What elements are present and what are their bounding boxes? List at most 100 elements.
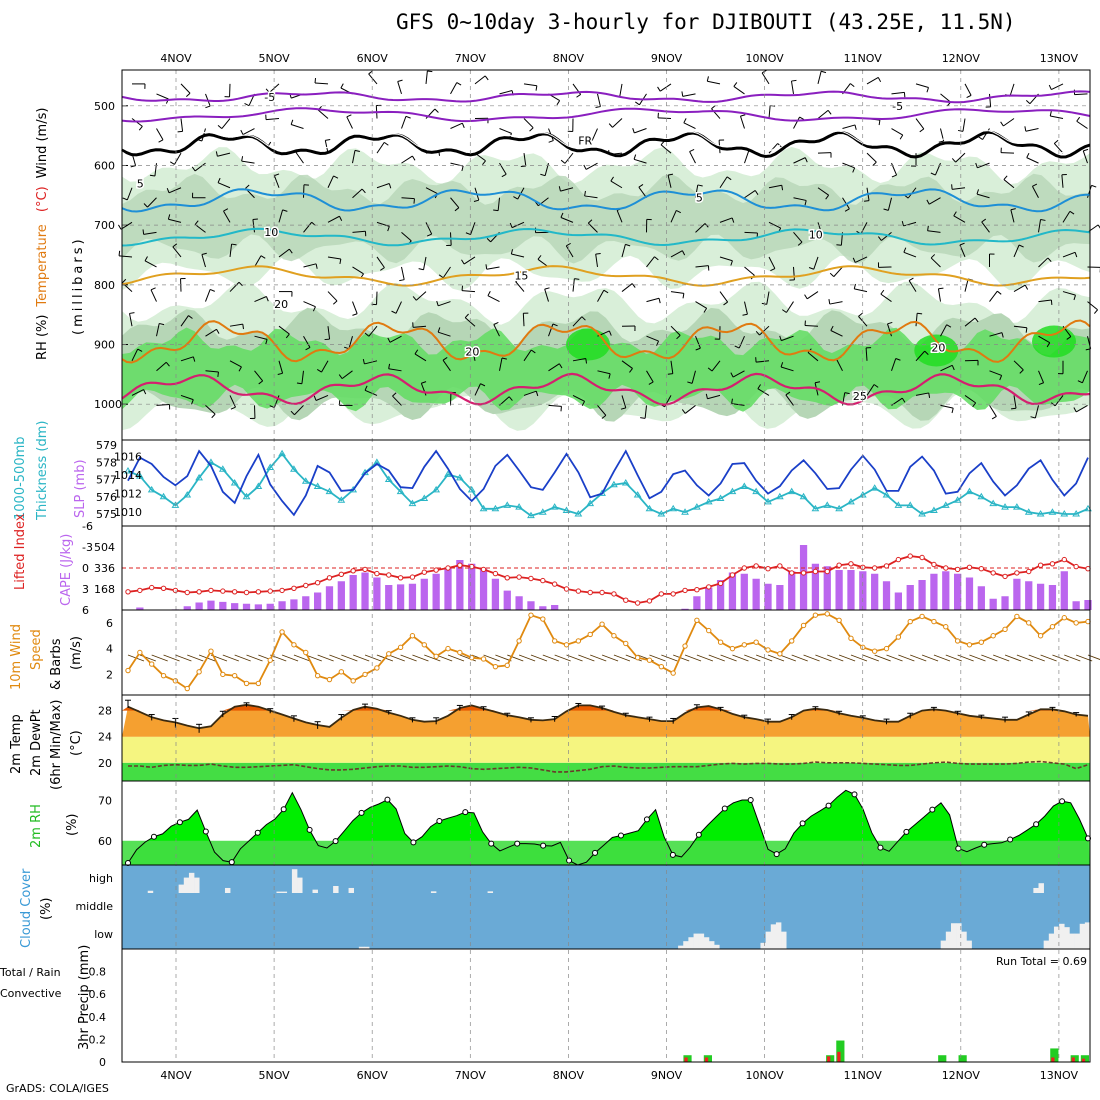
wind-barb [836, 358, 843, 372]
wind-barb [744, 301, 748, 315]
wind-barb [352, 150, 356, 164]
wind10m-speed-series-point [386, 651, 392, 657]
lifted-index-series-point [1049, 561, 1056, 567]
x-label-top: 11NOV [844, 52, 883, 65]
isotherm-label: 25 [853, 390, 867, 403]
cloud-cell-low [765, 931, 772, 949]
thickness-series-point [135, 472, 144, 479]
wind-barb [689, 151, 696, 164]
wind-barb [1061, 174, 1064, 188]
wind-barb [180, 315, 189, 327]
rh2m-point [799, 820, 806, 827]
wind-barb-flag [530, 349, 536, 354]
wind-barb-flag [122, 197, 128, 201]
wind-barb [1053, 143, 1064, 154]
cape-bar [799, 545, 808, 610]
wind-barb-flag [928, 392, 931, 398]
wind-barb [670, 360, 674, 374]
lifted-index-series-point [1026, 568, 1032, 575]
wind-barb [829, 301, 843, 305]
wind-barb-flag [354, 149, 360, 152]
wind-barb [425, 187, 438, 195]
wind-barb-flag [118, 250, 121, 256]
wind-barb [1013, 395, 1017, 409]
isotherm-label: -5 [264, 91, 275, 104]
rh2m-point [695, 831, 702, 838]
t2m-series-line [127, 703, 1089, 730]
wind-barb [891, 91, 905, 95]
wind-barb [1025, 128, 1039, 132]
wind10m-axis-title-3: & Barbs [49, 638, 64, 690]
thickness-series-point [562, 506, 571, 514]
lifted-index-series-point [812, 568, 819, 575]
lifted-index-series-point [196, 589, 202, 595]
rh-core-1 [1031, 325, 1076, 358]
wind-barb [376, 256, 385, 268]
wind-barb-flag [485, 264, 488, 270]
wind-barb-flag [581, 401, 586, 406]
thickness-tick-label: 575 [96, 508, 117, 521]
wind-barb [180, 83, 191, 94]
wind-barb-flag [828, 299, 831, 305]
wind-barb-flag [827, 110, 832, 115]
wind-barb-flag [192, 356, 196, 362]
wind-barb [221, 118, 231, 129]
wind-barb [303, 301, 316, 308]
cape-bar [207, 600, 215, 610]
wind-barb-flag [997, 290, 1002, 295]
wind-barb [793, 116, 801, 129]
wind10m-barb [151, 654, 168, 662]
thickness-series-point [740, 482, 749, 489]
wind-barb-flag [648, 381, 654, 385]
thickness-tick-label: 578 [96, 456, 117, 469]
wind-barb-flag [388, 363, 391, 369]
wind-barb [201, 254, 206, 268]
pressure-tick-label: 700 [94, 219, 115, 232]
rh2m-point [1033, 821, 1040, 828]
wind-barb-flag [414, 349, 419, 355]
wind-barb [761, 72, 770, 85]
wind-barb [1038, 335, 1051, 344]
wind-barb-flag [426, 233, 432, 237]
wind-barb-flag [137, 348, 143, 352]
wind-barb-flag [608, 123, 613, 128]
cloud-cell-low [940, 940, 947, 949]
thickness-series-point [930, 506, 938, 514]
cape-bar [788, 571, 796, 610]
wind-barb-flag [633, 154, 637, 160]
wind-barb-flag [966, 94, 972, 99]
wind-barb-flag [681, 91, 684, 97]
wind-barb-flag [399, 279, 405, 282]
wind10m-speed-series-point [1061, 615, 1067, 621]
thickness-series-point [408, 499, 417, 507]
wind-barb [1013, 244, 1020, 258]
wind-barb [597, 93, 601, 107]
isotherm-label: 20 [274, 298, 288, 311]
wind-barb [205, 370, 219, 373]
rh2m-point [462, 809, 469, 816]
wind10m-barb [163, 654, 180, 662]
wind-barb [1051, 83, 1064, 91]
rh2m-series-line [127, 789, 1089, 866]
wind-barb-flag [325, 139, 331, 141]
cape-bar [942, 571, 950, 610]
wind-barb [930, 257, 941, 268]
thickness-series-point [420, 494, 429, 501]
slp-series-line [127, 449, 1089, 517]
wind10m-speed-series-point [706, 627, 712, 634]
wind-barb [515, 281, 525, 292]
wind10m-speed-series-point [303, 649, 309, 656]
wind10m-barb [969, 654, 986, 662]
thickness-series-point [704, 497, 713, 505]
wind-barb-flag [158, 139, 164, 143]
wind-barb-flag [999, 375, 1003, 381]
precip-total-bar [836, 1040, 845, 1062]
wind-barb-flag [895, 358, 901, 361]
wind10m-barb [578, 654, 595, 662]
wind-barb [866, 152, 877, 163]
rh2m-point [488, 840, 495, 847]
wind-barb-flag [312, 306, 316, 312]
wind-barb [740, 115, 745, 129]
wind-barb [327, 326, 331, 340]
wind-barb [1026, 157, 1039, 164]
